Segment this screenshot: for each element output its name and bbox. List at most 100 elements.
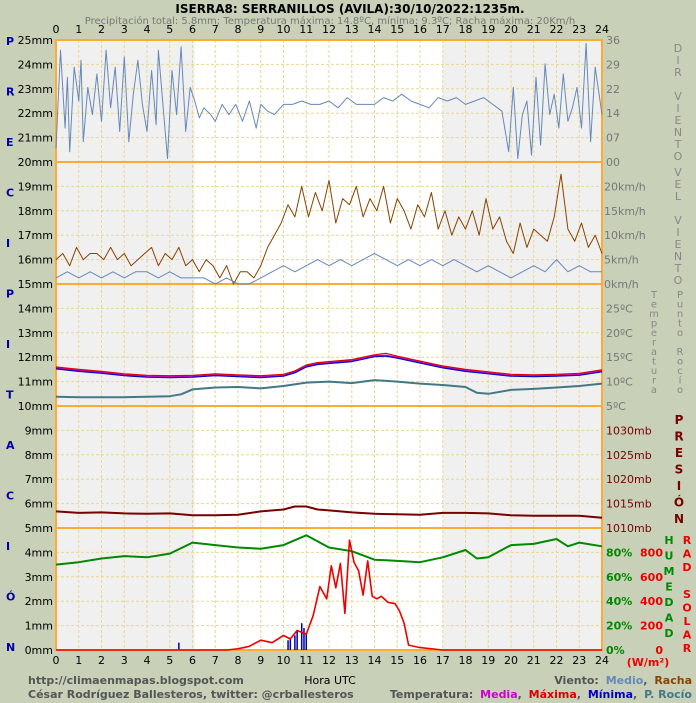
- left-title-letter: C: [6, 490, 14, 503]
- x-tick-label-top: 14: [368, 23, 382, 36]
- dir-tick-label: 14: [606, 107, 620, 120]
- hum-title-letter: A: [665, 612, 674, 625]
- pressure-tick-label: 1030mb: [606, 424, 652, 437]
- footer-author: César Rodríguez Ballesteros, twitter: @c…: [28, 688, 354, 701]
- x-tick-label-top: 12: [322, 23, 336, 36]
- rocio-title-letter: n: [677, 309, 683, 320]
- pres-title-letter: S: [675, 463, 684, 477]
- radiation-tick-label: 800: [640, 546, 663, 559]
- pres-title-letter: E: [675, 446, 683, 460]
- temp-legend-sep1: ,: [518, 688, 522, 701]
- precip-tick-label: 4mm: [25, 546, 53, 559]
- plot-overlay: 0011223344556677889910101111121213131414…: [6, 23, 692, 667]
- hum-title-letter: M: [664, 565, 675, 578]
- x-tick-label-bottom: 5: [166, 654, 173, 667]
- pressure-tick-label: 1020mb: [606, 473, 652, 486]
- precip-tick-label: 13mm: [18, 327, 53, 340]
- pressure-tick-label: 1015mb: [606, 498, 652, 511]
- speed-tick-label: 5km/h: [604, 254, 639, 267]
- temp-title-letter: e: [651, 300, 657, 311]
- x-tick-label-top: 3: [121, 23, 128, 36]
- vel-title-letter: O: [674, 274, 683, 287]
- rocio-title-letter: o: [677, 385, 683, 396]
- precip-tick-label: 7mm: [25, 473, 53, 486]
- x-tick-label-bottom: 15: [390, 654, 404, 667]
- temp-title-letter: T: [650, 290, 658, 301]
- x-tick-label-bottom: 9: [257, 654, 264, 667]
- precip-tick-label: 25mm: [18, 34, 53, 47]
- dir-tick-label: 29: [606, 58, 620, 71]
- plot-frame: [55, 39, 603, 651]
- x-tick-label-bottom: 0: [53, 654, 60, 667]
- x-tick-label-bottom: 14: [368, 654, 382, 667]
- precip-tick-label: 23mm: [18, 83, 53, 96]
- rocio-title-letter: o: [677, 328, 683, 339]
- temperature-line: [55, 354, 603, 378]
- footer-url[interactable]: http://climaenmapas.blogspot.com: [28, 674, 244, 687]
- x-tick-label-bottom: 22: [550, 654, 564, 667]
- humidity-tick-label: 0%: [606, 644, 625, 657]
- hum-title-letter: D: [664, 627, 673, 640]
- x-tick-label-top: 19: [481, 23, 495, 36]
- x-tick-label-top: 21: [527, 23, 541, 36]
- x-tick-label-top: 15: [390, 23, 404, 36]
- dir-title-letter: V: [674, 90, 682, 103]
- pressure-tick-label: 1025mb: [606, 449, 652, 462]
- x-tick-label-top: 4: [144, 23, 151, 36]
- radiation-tick-label: 200: [640, 620, 663, 633]
- rocio-title-letter: u: [677, 300, 683, 311]
- precip-tick-label: 18mm: [18, 205, 53, 218]
- rocio-title-letter: o: [677, 357, 683, 368]
- precip-tick-label: 2mm: [25, 595, 53, 608]
- wind-legend-prefix: Viento:: [554, 674, 599, 687]
- left-title-letter: I: [6, 338, 10, 351]
- night-shade: [442, 406, 602, 528]
- wind-direction-line: [55, 42, 603, 160]
- rocio-title-letter: c: [677, 366, 683, 377]
- temp-tick-label: 5ºC: [606, 400, 626, 413]
- precip-tick-label: 10mm: [18, 400, 53, 413]
- hum-title-letter: H: [664, 534, 673, 547]
- x-tick-label-top: 11: [299, 23, 313, 36]
- precip-tick-label: 12mm: [18, 351, 53, 364]
- temperature-line: [55, 352, 603, 377]
- humidity-tick-label: 20%: [606, 620, 632, 633]
- x-tick-label-bottom: 23: [572, 654, 586, 667]
- temp-legend-rocio: P. Rocío: [644, 688, 692, 701]
- x-tick-label-top: 23: [572, 23, 586, 36]
- temp-tick-label: 20ºC: [606, 327, 633, 340]
- precip-tick-label: 8mm: [25, 449, 53, 462]
- temp-title-letter: p: [651, 319, 657, 330]
- x-tick-label-bottom: 11: [299, 654, 313, 667]
- wind-legend-racha: Racha: [654, 674, 692, 687]
- dir-title-letter: D: [674, 42, 682, 55]
- dir-title-letter: T: [674, 138, 682, 151]
- temp-tick-label: 15ºC: [606, 351, 633, 364]
- rad-title-letter: L: [683, 615, 690, 628]
- speed-tick-label: 20km/h: [604, 180, 646, 193]
- night-shade: [442, 528, 602, 650]
- precip-tick-label: 14mm: [18, 302, 53, 315]
- temp-title-letter: t: [652, 357, 656, 368]
- precip-tick-label: 3mm: [25, 571, 53, 584]
- precip-tick-label: 0mm: [25, 644, 53, 657]
- pressure-line: [55, 505, 603, 519]
- dir-tick-label: 36: [606, 34, 620, 47]
- humidity-tick-label: 80%: [606, 546, 632, 559]
- dir-title-letter: I: [676, 54, 679, 67]
- speed-tick-label: 10km/h: [604, 229, 646, 242]
- rad-title-letter: S: [683, 588, 691, 601]
- temp-title-letter: a: [651, 385, 657, 396]
- precip-tick-label: 22mm: [18, 107, 53, 120]
- precip-tick-label: 20mm: [18, 156, 53, 169]
- dir-title-letter: R: [674, 66, 682, 79]
- pres-title-letter: N: [674, 512, 684, 526]
- temp-title-letter: e: [651, 328, 657, 339]
- left-title-letter: A: [6, 439, 15, 452]
- night-shade: [442, 40, 602, 162]
- x-tick-label-bottom: 10: [277, 654, 291, 667]
- temp-tick-label: 25ºC: [606, 302, 633, 315]
- left-title-letter: I: [6, 540, 10, 553]
- temp-title-letter: r: [652, 338, 657, 349]
